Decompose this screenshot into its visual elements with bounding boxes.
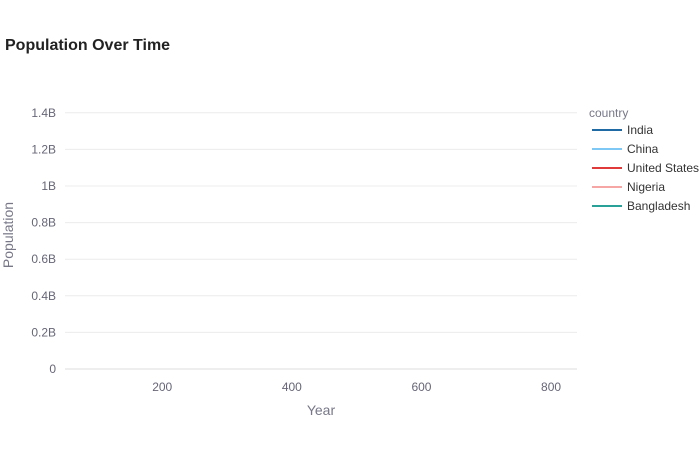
y-tick-label: 1.2B — [31, 142, 56, 156]
legend-title: country — [589, 106, 628, 120]
legend: country India China United States Nigeria Ba… — [589, 106, 699, 213]
legend-label: India — [627, 123, 653, 137]
y-tick-label: 1B — [41, 179, 56, 193]
x-axis-ticks: 200 400 600 800 — [152, 380, 561, 394]
x-tick-label: 400 — [282, 380, 302, 394]
chart-title: Population Over Time — [5, 37, 170, 54]
y-tick-label: 1.4B — [31, 106, 56, 120]
legend-label: United States — [627, 161, 699, 175]
y-tick-label: 0 — [49, 362, 56, 376]
y-tick-label: 0.6B — [31, 252, 56, 266]
grid-layer — [65, 112, 577, 370]
y-axis-ticks: 0 0.2B 0.4B 0.6B 0.8B 1B 1.2B 1.4B — [31, 106, 56, 376]
legend-item[interactable]: United States — [592, 161, 699, 175]
y-tick-label: 0.4B — [31, 289, 56, 303]
legend-item[interactable]: Nigeria — [592, 180, 665, 194]
y-tick-label: 0.8B — [31, 216, 56, 230]
x-axis-title: Year — [307, 402, 336, 418]
legend-item[interactable]: India — [592, 123, 653, 137]
legend-item[interactable]: Bangladesh — [592, 199, 690, 213]
x-tick-label: 200 — [152, 380, 172, 394]
legend-label: Bangladesh — [627, 199, 690, 213]
legend-label: Nigeria — [627, 180, 665, 194]
y-tick-label: 0.2B — [31, 325, 56, 339]
legend-items: India China United States Nigeria Bangladesh — [592, 123, 699, 213]
x-tick-label: 800 — [541, 380, 561, 394]
legend-item[interactable]: China — [592, 142, 659, 156]
y-axis-title: Population — [0, 202, 16, 268]
legend-label: China — [627, 142, 659, 156]
x-tick-label: 600 — [411, 380, 431, 394]
